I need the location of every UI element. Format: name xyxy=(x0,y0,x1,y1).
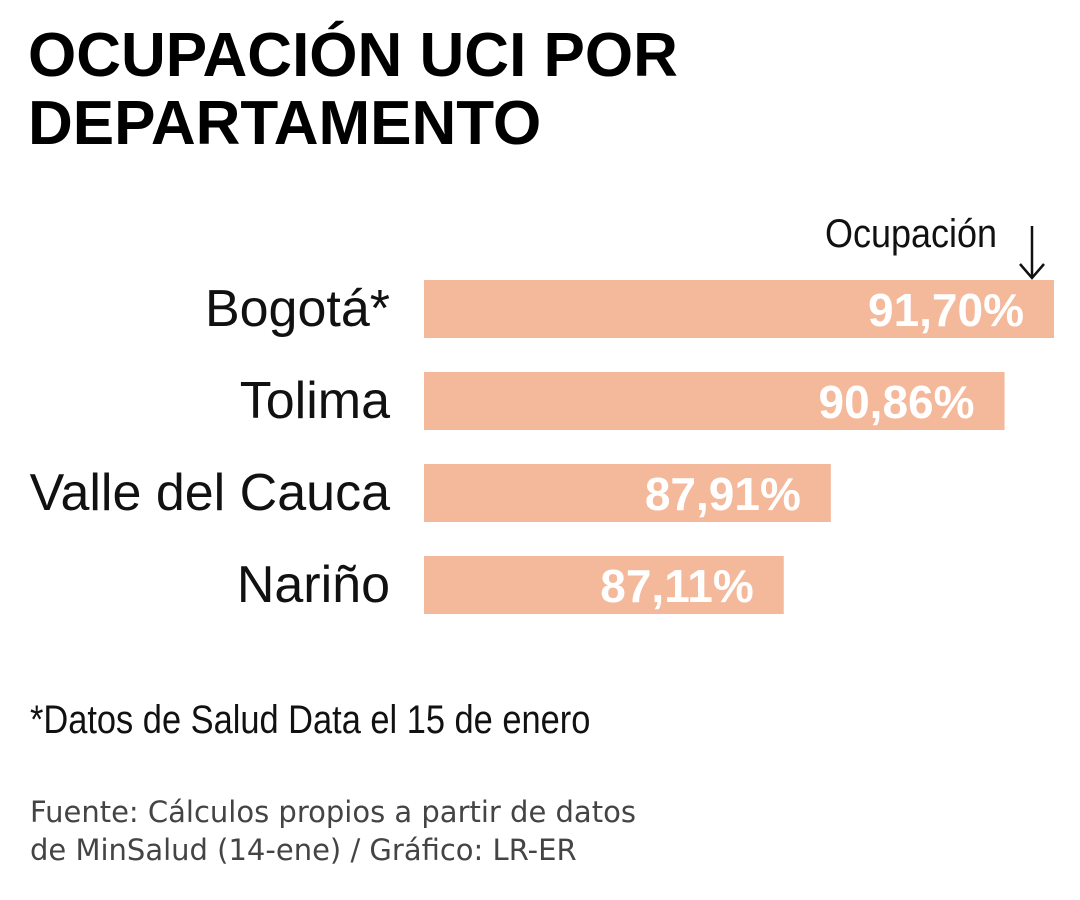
bar xyxy=(424,464,831,522)
bar xyxy=(424,556,784,614)
value-label: 87,11% xyxy=(600,560,753,612)
bar xyxy=(424,372,1005,430)
bar-chart: Ocupación Bogotá* 91,70% Tolima 90,86% Valle… xyxy=(30,212,1054,614)
value-label: 87,91% xyxy=(645,468,801,520)
source-line-2: de MinSalud (14-ene) / Gráfico: LR-ER xyxy=(30,833,577,867)
value-label: 91,70% xyxy=(868,284,1024,336)
value-label: 90,86% xyxy=(819,376,975,428)
bar-row: Tolima 90,86% xyxy=(240,372,1005,430)
category-label: Bogotá* xyxy=(205,280,390,338)
bar-row: Bogotá* 91,70% xyxy=(205,280,1054,338)
column-header-ocupacion: Ocupación xyxy=(825,212,997,256)
footnote: *Datos de Salud Data el 15 de enero xyxy=(30,698,591,742)
bar xyxy=(424,280,1054,338)
category-label: Valle del Cauca xyxy=(30,464,390,522)
chart-title-line-2: DEPARTAMENTO xyxy=(28,89,542,158)
category-label: Nariño xyxy=(237,556,390,614)
bar-row: Nariño 87,11% xyxy=(237,556,784,614)
chart-title: OCUPACIÓN UCI POR DEPARTAMENTO xyxy=(28,22,1048,158)
source-note: Fuente: Cálculos propios a partir de dat… xyxy=(30,793,636,869)
source-line-1: Fuente: Cálculos propios a partir de dat… xyxy=(30,795,636,829)
down-arrow-icon xyxy=(1019,226,1045,280)
bars-group: Bogotá* 91,70% Tolima 90,86% Valle del Cauca… xyxy=(30,280,1054,614)
category-label: Tolima xyxy=(240,372,390,430)
bar-row: Valle del Cauca 87,91% xyxy=(30,464,831,522)
chart-title-line-1: OCUPACIÓN UCI POR xyxy=(28,21,678,90)
